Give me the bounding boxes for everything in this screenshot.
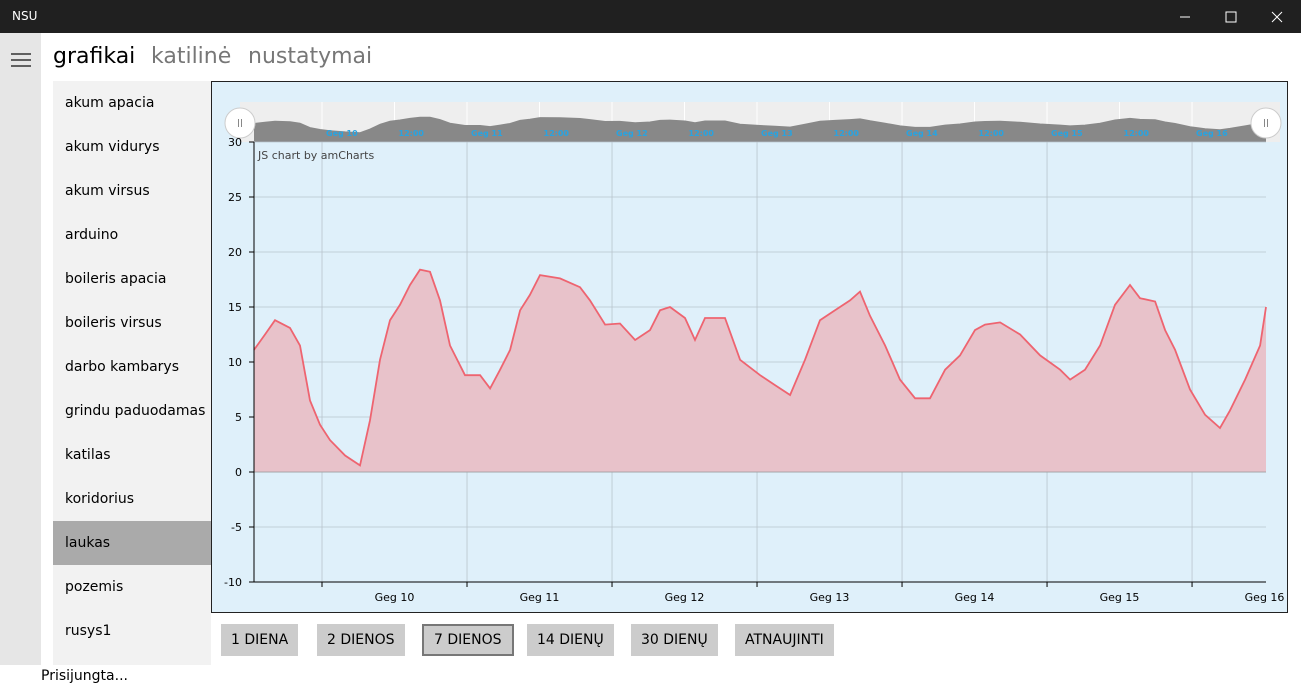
handle-grip [1264,119,1268,127]
x-tick-label: Geg 13 [810,591,850,604]
sidebar-item[interactable]: akum apacia [65,95,155,111]
range-button[interactable]: 2 DIENOS [317,624,405,656]
x-tick-label: Geg 14 [955,591,995,604]
range-button[interactable]: 30 DIENŲ [631,624,718,656]
x-tick-label: Geg 15 [1100,591,1140,604]
scrollbar-label: 12:00 [1124,129,1150,138]
scrollbar-label: 12:00 [544,129,570,138]
tab[interactable]: grafikai [53,44,136,69]
window-title: NSU [12,9,38,23]
y-tick-label: 20 [228,246,242,259]
scrollbar-line [253,116,1267,134]
scrollbar-label: Geg 12 [616,129,648,138]
scrollbar-label: 12:00 [979,129,1005,138]
sidebar-item[interactable]: arduino [65,227,119,243]
y-tick-label: 25 [228,191,242,204]
window-controls [1180,11,1283,23]
sidebar-item[interactable]: rusys1 [65,623,112,639]
tab[interactable]: katilinė [151,44,232,69]
y-tick-label: 10 [228,356,242,369]
scrollbar-handle[interactable] [224,107,256,139]
y-tick-label: 5 [235,411,242,424]
hamburger[interactable] [0,33,41,83]
scrollbar-handle[interactable] [1250,107,1282,139]
sidebar-item[interactable]: boileris apacia [65,271,167,287]
range-button[interactable]: 7 DIENOS [422,624,514,656]
range-button[interactable]: 1 DIENA [221,624,299,656]
sidebar-item[interactable]: koridorius [65,491,135,507]
sidebar-item[interactable]: darbo kambarys [65,359,180,375]
y-tick-label: -10 [224,576,242,589]
x-tick-label: Geg 11 [520,591,560,604]
sidebar-item[interactable]: boileris virsus [65,315,162,331]
y-tick-label: 15 [228,301,242,314]
scrollbar-label: Geg 14 [906,129,938,138]
scrollbar-label: Geg 11 [471,129,503,138]
scrollbar-label: Geg 13 [761,129,793,138]
x-tick-label: Geg 12 [665,591,705,604]
range-button[interactable]: ATNAUJINTI [735,624,834,656]
handle-grip [238,119,242,127]
x-tick-label: Geg 16 [1245,591,1285,604]
x-tick-label: Geg 10 [375,591,415,604]
credit: JS chart by amCharts [257,149,374,162]
sidebar: akum apacia akum vidurys akum virsus arduin… [53,81,211,665]
sidebar-item[interactable]: laukas [53,521,211,565]
sidebar-item[interactable]: akum vidurys [65,139,160,155]
close[interactable] [1271,11,1283,23]
title-bar: NSU [0,0,1301,33]
maximize[interactable] [1225,11,1237,23]
chart-panel: Geg 10 12:00 Geg 11 12:00 Geg 12 12:00 Geg 13 1… [211,81,1288,613]
sidebar-item[interactable]: akum virsus [65,183,150,199]
status: Prisijungta... [41,668,128,684]
sidebar-item[interactable]: pozemis [65,579,124,595]
scrollbar-label: Geg 16 [1196,129,1228,138]
scrollbar-label: Geg 10 [326,129,358,138]
chart: Geg 10 12:00 Geg 11 12:00 Geg 12 12:00 Geg 13 1… [224,102,1285,604]
nav-strip [0,33,41,665]
scrollbar-label: 12:00 [834,129,860,138]
sidebar-item[interactable]: katilas [65,447,111,463]
tab[interactable]: nustatymai [248,44,373,69]
scrollbar-label: Geg 15 [1051,129,1083,138]
scrollbar-label: 12:00 [689,129,715,138]
sidebar-item[interactable]: grindu paduodamas [65,403,206,419]
y-tick-label: 30 [228,136,242,149]
y-tick-label: 0 [235,466,242,479]
range-button[interactable]: 14 DIENŲ [527,624,614,656]
series-line [253,268,1267,467]
scrollbar-label: 12:00 [399,129,425,138]
y-tick-label: -5 [231,521,242,534]
